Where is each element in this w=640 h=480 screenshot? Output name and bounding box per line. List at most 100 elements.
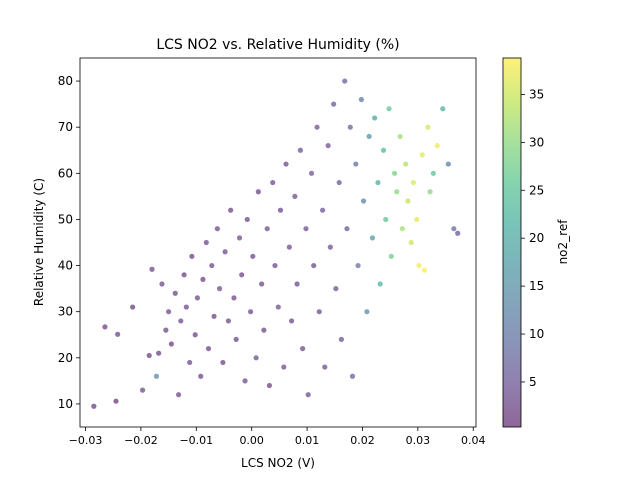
y-axis-label: Relative Humidity (C) [32,178,46,306]
data-point [113,398,119,404]
data-point [194,295,201,301]
data-point [305,392,311,398]
data-point [139,387,146,393]
y-tick-label: 20 [58,351,73,365]
colorbar-tick-label: 5 [529,375,537,389]
data-point [288,318,295,324]
data-point [308,170,315,176]
data-point [163,327,169,333]
data-point [410,179,417,186]
data-point [200,276,206,282]
y-tick-label: 80 [58,74,73,88]
data-point [311,262,317,269]
chart-title: LCS NO2 vs. Relative Humidity (%) [156,37,399,53]
data-point [146,352,152,359]
data-point [253,355,259,361]
x-tick-label: −0.03 [69,434,103,447]
data-point [281,364,287,370]
data-point [377,281,383,287]
data-point [383,216,389,223]
y-tick-label: 50 [58,212,73,226]
y-axis: 10 20 30 40 50 60 70 80 [58,74,80,411]
y-tick-label: 70 [58,120,73,134]
colorbar [502,57,522,428]
data-point [286,244,292,250]
data-point [205,345,212,352]
data-point [178,318,184,324]
data-point [322,364,328,370]
data-point [203,239,209,246]
colorbar-label: no2_ref [556,219,570,265]
data-point [333,286,339,292]
data-point [427,189,433,195]
data-point [220,359,226,366]
data-point [198,373,204,379]
data-point [115,331,121,337]
data-point [275,304,281,310]
data-point [272,262,278,269]
data-point [181,272,187,278]
data-point [216,286,223,292]
data-point [403,161,409,167]
data-point [175,392,182,398]
data-point [430,170,436,176]
x-tick-label: 0.01 [295,434,320,447]
data-point [153,373,160,379]
x-tick-label: −0.01 [179,434,213,447]
data-point [386,106,392,112]
data-point [349,373,356,379]
data-point [156,350,162,356]
data-point [292,193,298,199]
data-point [451,226,457,232]
data-point [297,147,304,153]
data-point [408,239,414,246]
colorbar-tick-label: 35 [529,87,544,101]
data-point [364,309,370,315]
data-point [380,147,387,153]
data-point [388,253,394,259]
data-point [189,253,195,259]
data-point [375,179,381,186]
data-point [102,324,108,330]
data-point [421,267,428,273]
data-point [209,262,215,269]
data-point [277,207,284,213]
data-point [261,327,267,333]
data-point [316,309,322,315]
data-point [239,272,245,278]
data-point [172,290,178,296]
y-tick-label: 10 [58,397,73,411]
data-point [159,281,165,287]
data-point [225,318,232,324]
data-point [353,161,359,167]
points-layer [91,78,461,409]
data-point [399,226,405,232]
data-point [264,226,270,232]
data-point [130,304,136,310]
data-point [338,336,345,342]
data-point [455,230,461,236]
x-tick-label: −0.02 [124,434,158,447]
data-point [183,304,189,310]
y-tick-label: 60 [58,166,73,180]
y-tick-label: 40 [58,259,73,273]
data-point [405,198,411,204]
data-point [149,266,155,272]
data-point [391,170,398,176]
data-point [397,133,403,140]
data-point [325,143,331,149]
data-point [192,332,198,338]
data-point [270,179,276,186]
x-axis: −0.03 −0.02 −0.01 0.00 0.01 0.02 0.03 0.04 [69,427,485,447]
x-axis-label: LCS NO2 (V) [241,456,315,470]
colorbar-tick-label: 20 [529,231,544,245]
data-point [244,216,250,223]
data-point [414,216,420,223]
data-point [303,226,309,232]
data-point [347,124,353,130]
data-point [327,244,333,250]
colorbar-tick-label: 25 [529,183,544,197]
data-point [211,313,217,319]
